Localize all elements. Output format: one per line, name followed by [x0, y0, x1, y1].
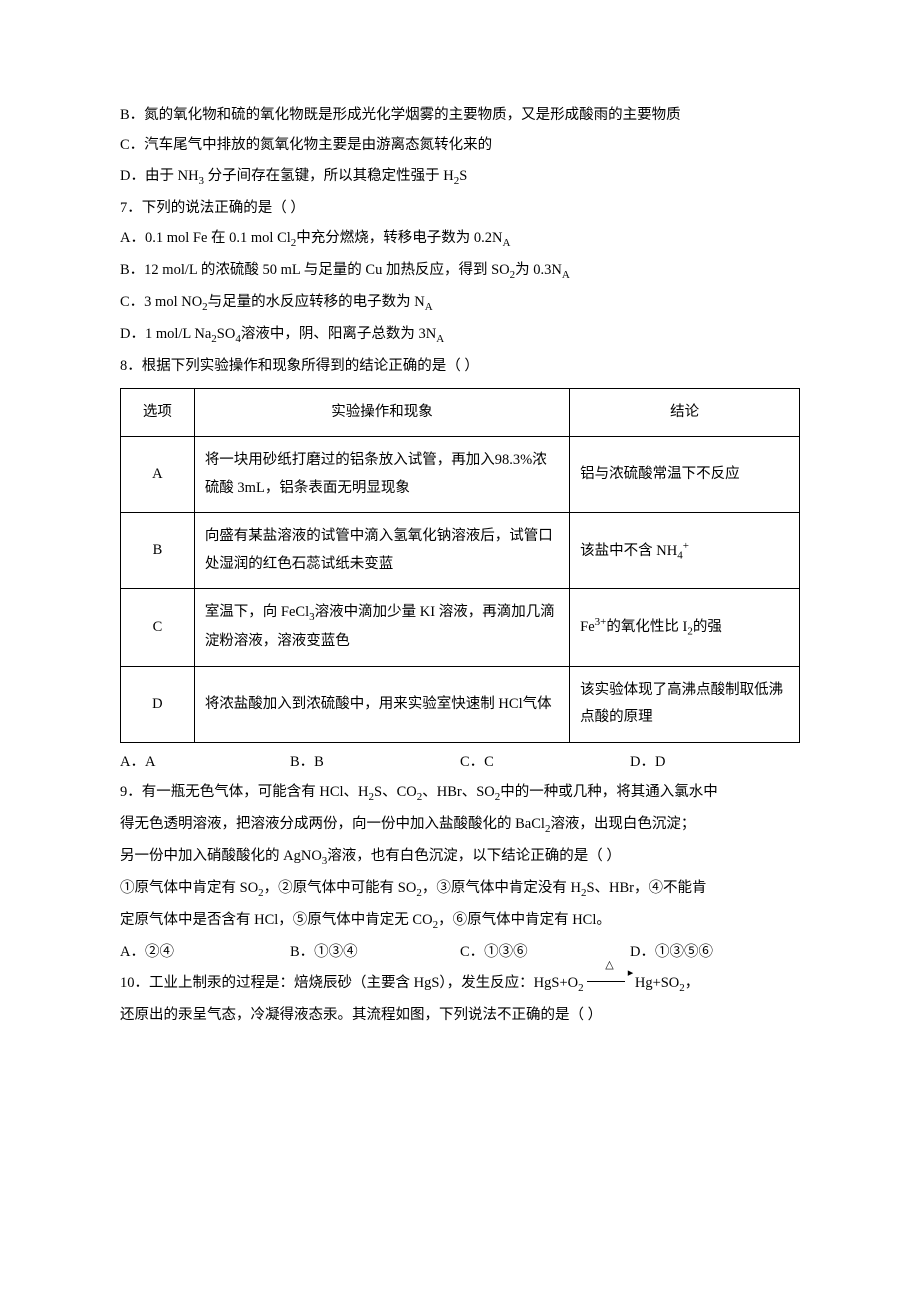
- table-row: A 将一块用砂纸打磨过的铝条放入试管，再加入98.3%浓硫酸 3mL，铝条表面无…: [121, 437, 800, 513]
- text: 溶液，出现白色沉淀；: [550, 816, 695, 832]
- cell-result: Fe3+的氧化性比 I2的强: [570, 589, 800, 666]
- q9-line5: 定原气体中是否含有 HCl，⑤原气体中肯定无 CO2，⑥原气体中肯定有 HCl。: [120, 905, 800, 937]
- table-row: D 将浓盐酸加入到浓硫酸中，用来实验室快速制 HCl气体 该实验体现了高沸点酸制…: [121, 666, 800, 742]
- text: 得无色透明溶液，把溶液分成两份，向一份中加入盐酸酸化的 BaCl: [120, 816, 545, 832]
- text: ，: [685, 975, 700, 991]
- cell-operation: 将浓盐酸加入到浓硫酸中，用来实验室快速制 HCl气体: [194, 666, 569, 742]
- text: ，⑥原气体中肯定有 HCl。: [438, 912, 611, 928]
- text: B．12 mol/L 的浓硫酸 50 mL 与足量的 Cu 加热反应，得到 SO: [120, 262, 510, 278]
- q8-options: A．A B．B C．C D．D: [120, 747, 800, 777]
- text: 与足量的水反应转移的电子数为 N: [208, 294, 425, 310]
- text: A．0.1 mol Fe 在 0.1 mol Cl: [120, 230, 291, 246]
- text: 另一份中加入硝酸酸化的 AgNO: [120, 848, 322, 864]
- q7-opt-a: A．0.1 mol Fe 在 0.1 mol Cl2中充分燃烧，转移电子数为 0…: [120, 223, 800, 255]
- cell-operation: 将一块用砂纸打磨过的铝条放入试管，再加入98.3%浓硫酸 3mL，铝条表面无明显…: [194, 437, 569, 513]
- col-result: 结论: [570, 388, 800, 437]
- opt-a: A．②④: [120, 937, 290, 967]
- opt-d: D．①③⑤⑥: [630, 937, 800, 967]
- cell-operation: 室温下，向 FeCl3溶液中滴加少量 KI 溶液，再滴加几滴淀粉溶液，溶液变蓝色: [194, 589, 569, 666]
- text: 9．有一瓶无色气体，可能含有 HCl、H: [120, 784, 369, 800]
- text: 溶液中，阴、阳离子总数为 3N: [241, 326, 436, 342]
- text: S、CO: [374, 784, 417, 800]
- text: 溶液，也有白色沉淀，以下结论正确的是（ ）: [327, 848, 621, 864]
- opt-a: A．A: [120, 747, 290, 777]
- opt-c: C．C: [460, 747, 630, 777]
- q7-stem: 7．下列的说法正确的是（ ）: [120, 193, 800, 223]
- cell-option: B: [121, 513, 195, 589]
- text: SO: [217, 326, 236, 342]
- table-header-row: 选项 实验操作和现象 结论: [121, 388, 800, 437]
- text: 中充分燃烧，转移电子数为 0.2N: [296, 230, 502, 246]
- cell-result: 该实验体现了高沸点酸制取低沸点酸的原理: [570, 666, 800, 742]
- col-operation: 实验操作和现象: [194, 388, 569, 437]
- text: C．3 mol NO: [120, 294, 202, 310]
- text: D．1 mol/L Na: [120, 326, 211, 342]
- q10-line2: 还原出的汞呈气态，冷凝得液态汞。其流程如图，下列说法不正确的是（ ）: [120, 1000, 800, 1030]
- subscript: 2: [578, 982, 584, 994]
- q9-line2: 得无色透明溶液，把溶液分成两份，向一份中加入盐酸酸化的 BaCl2溶液，出现白色…: [120, 809, 800, 841]
- q9-line1: 9．有一瓶无色气体，可能含有 HCl、H2S、CO2、HBr、SO2中的一种或几…: [120, 777, 800, 809]
- q10-line1: 10．工业上制汞的过程是：焙烧辰砂（主要含 HgS），发生反应：HgS+O2 △…: [120, 968, 800, 1000]
- subscript: A: [436, 333, 444, 345]
- text: Hg+SO: [635, 975, 679, 991]
- cell-option: C: [121, 589, 195, 666]
- text: 分子间存在氢键，所以其稳定性强于 H: [208, 168, 454, 184]
- q9-options: A．②④ B．①③④ C．①③⑥ D．①③⑤⑥: [120, 937, 800, 967]
- opt-b: B．①③④: [290, 937, 460, 967]
- q7-opt-b: B．12 mol/L 的浓硫酸 50 mL 与足量的 Cu 加热反应，得到 SO…: [120, 255, 800, 287]
- cell-option: A: [121, 437, 195, 513]
- reaction-arrow-icon: △ ▸: [587, 968, 631, 998]
- superscript: +: [683, 540, 689, 552]
- opt-d: D．D: [630, 747, 800, 777]
- text: S、HBr，④不能肯: [586, 880, 706, 896]
- text: Fe: [580, 619, 595, 635]
- q8-table: 选项 实验操作和现象 结论 A 将一块用砂纸打磨过的铝条放入试管，再加入98.3…: [120, 388, 800, 743]
- subscript: A: [425, 301, 433, 313]
- opt-d-line: D．由于 NH3 分子间存在氢键，所以其稳定性强于 H2S: [120, 161, 800, 193]
- text: 室温下，向 FeCl: [205, 604, 309, 620]
- text: 中的一种或几种，将其通入氯水中: [500, 784, 718, 800]
- cell-option: D: [121, 666, 195, 742]
- text: 10．工业上制汞的过程是：焙烧辰砂（主要含 HgS），发生反应：HgS+O: [120, 975, 578, 991]
- col-option: 选项: [121, 388, 195, 437]
- q7-opt-c: C．3 mol NO2与足量的水反应转移的电子数为 NA: [120, 287, 800, 319]
- document-page: B．氮的氧化物和硫的氧化物既是形成光化学烟雾的主要物质，又是形成酸雨的主要物质 …: [0, 0, 920, 1302]
- text: 的强: [693, 619, 722, 635]
- q8-stem: 8．根据下列实验操作和现象所得到的结论正确的是（ ）: [120, 351, 800, 381]
- text: ①原气体中肯定有 SO: [120, 880, 258, 896]
- cell-result: 铝与浓硫酸常温下不反应: [570, 437, 800, 513]
- text: 定原气体中是否含有 HCl，⑤原气体中肯定无 CO: [120, 912, 433, 928]
- subscript: 3: [199, 175, 205, 187]
- cell-result: 该盐中不含 NH4+: [570, 513, 800, 589]
- opt-b: B．B: [290, 747, 460, 777]
- opt-b-line: B．氮的氧化物和硫的氧化物既是形成光化学烟雾的主要物质，又是形成酸雨的主要物质: [120, 100, 800, 130]
- text: ，②原气体中可能有 SO: [264, 880, 417, 896]
- arrow-head: ▸: [628, 962, 634, 985]
- delta-symbol: △: [605, 954, 613, 977]
- opt-c-line: C．汽车尾气中排放的氮氧化物主要是由游离态氮转化来的: [120, 130, 800, 160]
- arrow-line: [587, 981, 625, 982]
- text: ，③原气体中肯定没有 H: [422, 880, 581, 896]
- subscript: A: [562, 269, 570, 281]
- text: 该盐中不含 NH: [580, 542, 677, 558]
- text: D．由于 NH: [120, 168, 199, 184]
- text: 的氧化性比 I: [606, 619, 687, 635]
- table-row: B 向盛有某盐溶液的试管中滴入氢氧化钠溶液后，试管口处湿润的红色石蕊试纸未变蓝 …: [121, 513, 800, 589]
- table-row: C 室温下，向 FeCl3溶液中滴加少量 KI 溶液，再滴加几滴淀粉溶液，溶液变…: [121, 589, 800, 666]
- q7-opt-d: D．1 mol/L Na2SO4溶液中，阴、阳离子总数为 3NA: [120, 319, 800, 351]
- q9-line4: ①原气体中肯定有 SO2，②原气体中可能有 SO2，③原气体中肯定没有 H2S、…: [120, 873, 800, 905]
- text: S: [459, 168, 467, 184]
- text: 、HBr、SO: [422, 784, 495, 800]
- cell-operation: 向盛有某盐溶液的试管中滴入氢氧化钠溶液后，试管口处湿润的红色石蕊试纸未变蓝: [194, 513, 569, 589]
- superscript: 3+: [595, 616, 607, 628]
- text: 为 0.3N: [515, 262, 562, 278]
- q9-line3: 另一份中加入硝酸酸化的 AgNO3溶液，也有白色沉淀，以下结论正确的是（ ）: [120, 841, 800, 873]
- subscript: A: [503, 237, 511, 249]
